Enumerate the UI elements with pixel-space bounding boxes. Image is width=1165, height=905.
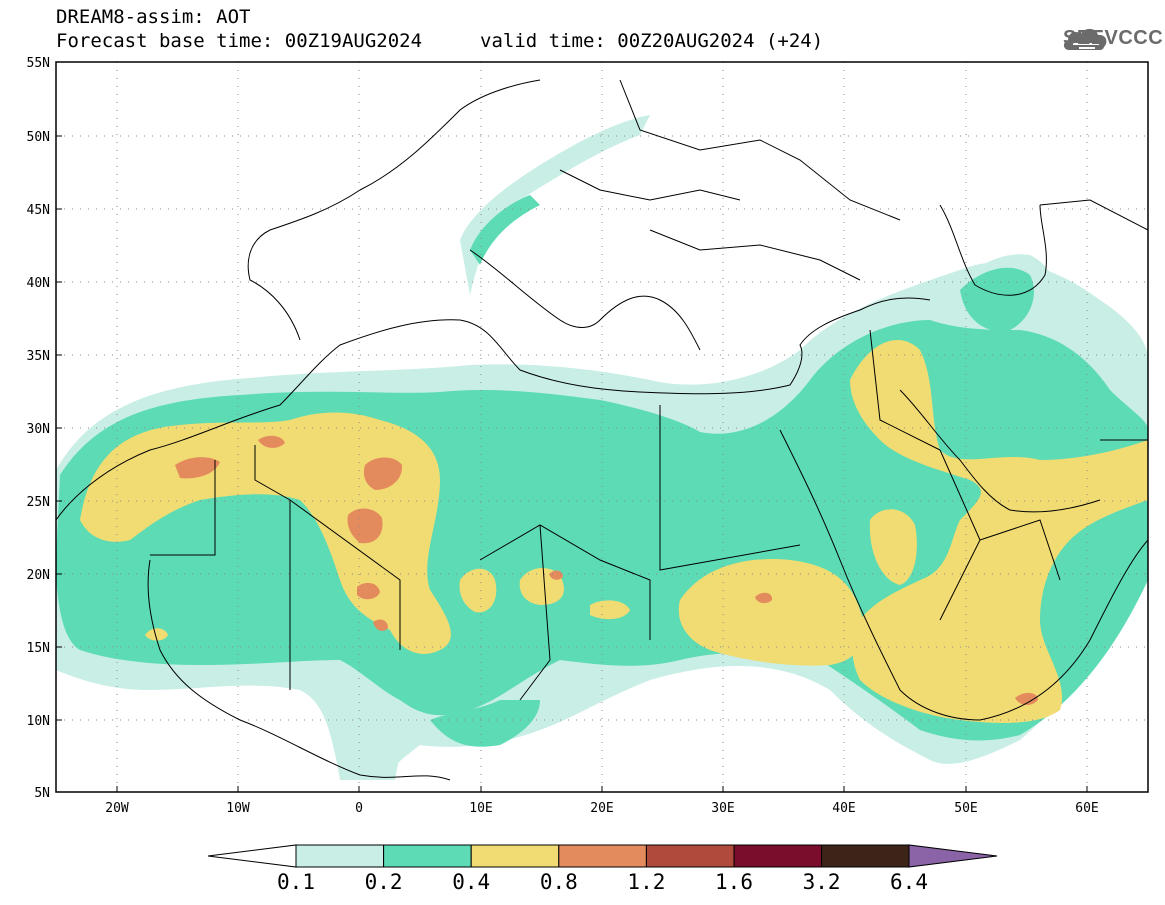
logo-text: SEEVCCC bbox=[1063, 27, 1164, 49]
aot-level-0.8 bbox=[175, 435, 1038, 706]
colorbar bbox=[207, 844, 998, 868]
lon-label: 10W bbox=[226, 801, 250, 816]
colorbar-label: 1.2 bbox=[627, 870, 666, 894]
lat-label: 5N bbox=[34, 786, 50, 801]
ticks bbox=[56, 135, 1088, 792]
graticule bbox=[56, 62, 1148, 792]
colorbar-label: 1.6 bbox=[715, 870, 753, 894]
lat-labels: 55N 50N 45N 40N 35N 30N 25N 20N 15N 10N … bbox=[27, 56, 50, 801]
colorbar-bin bbox=[470, 844, 560, 868]
colorbar-label: 0.1 bbox=[277, 870, 315, 894]
colorbar-bin bbox=[645, 844, 735, 868]
lon-label: 50E bbox=[954, 801, 977, 816]
colorbar-label: 3.2 bbox=[802, 870, 841, 894]
lon-labels: 20W 10W 0 10E 20E 30E 40E 50E 60E bbox=[105, 801, 1098, 816]
map-title: DREAM8-assim: AOT bbox=[56, 6, 251, 28]
colorbar-bin bbox=[558, 844, 647, 868]
lat-label: 55N bbox=[27, 56, 50, 71]
lon-label: 0 bbox=[355, 801, 363, 816]
cloud-icon bbox=[1063, 28, 1107, 50]
colorbar-over-arrow bbox=[908, 844, 998, 868]
lat-label: 10N bbox=[27, 714, 50, 729]
colorbar-bin bbox=[383, 844, 472, 868]
colorbar-bin bbox=[733, 844, 823, 868]
colorbar-label: 0.8 bbox=[539, 870, 578, 894]
aot-field bbox=[56, 115, 1148, 781]
lat-label: 30N bbox=[27, 422, 50, 437]
lat-label: 15N bbox=[27, 641, 50, 656]
lon-label: 20E bbox=[590, 801, 613, 816]
lat-label: 25N bbox=[27, 495, 50, 510]
lon-label: 60E bbox=[1075, 801, 1098, 816]
colorbar-bin bbox=[295, 844, 385, 868]
coastlines bbox=[56, 79, 1148, 781]
lat-label: 45N bbox=[27, 203, 50, 218]
colorbar-bin bbox=[821, 844, 910, 868]
lat-label: 35N bbox=[27, 349, 50, 364]
lat-label: 40N bbox=[27, 276, 50, 291]
colorbar-label: 0.4 bbox=[452, 870, 491, 894]
lon-label: 40E bbox=[832, 801, 855, 816]
colorbar-label: 6.4 bbox=[890, 870, 928, 894]
lon-label: 20W bbox=[105, 801, 129, 816]
colorbar-label: 0.2 bbox=[364, 870, 403, 894]
lon-label: 30E bbox=[711, 801, 734, 816]
lat-label: 20N bbox=[27, 568, 50, 583]
forecast-base-time: Forecast base time: 00Z19AUG2024 bbox=[56, 30, 423, 52]
valid-time: valid time: 00Z20AUG2024 (+24) bbox=[480, 30, 824, 52]
lon-label: 10E bbox=[469, 801, 492, 816]
lat-label: 50N bbox=[27, 130, 50, 145]
colorbar-under-arrow bbox=[207, 844, 297, 868]
